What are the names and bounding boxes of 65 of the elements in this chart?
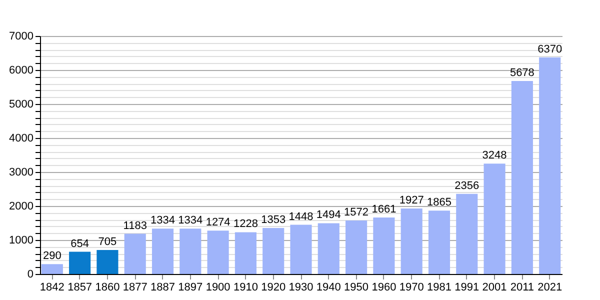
bar — [124, 234, 146, 274]
data-label: 1334 — [178, 214, 203, 227]
bar — [207, 230, 229, 274]
bar — [539, 57, 561, 274]
x-tick-label: 1887 — [150, 282, 175, 294]
data-label: 3248 — [482, 150, 507, 162]
x-tick-label: 1981 — [427, 282, 452, 294]
x-tick-label: 1970 — [399, 282, 424, 294]
x-tick-label: 2021 — [538, 282, 562, 294]
bar — [152, 228, 174, 274]
x-tick-label: 2011 — [510, 282, 534, 294]
y-tick-label: 0 — [27, 268, 34, 280]
bar — [456, 194, 478, 274]
data-label: 5678 — [510, 66, 534, 79]
bar — [234, 232, 256, 274]
bar — [290, 224, 312, 274]
data-label: 6370 — [538, 43, 562, 56]
x-tick-label: 1920 — [261, 282, 286, 294]
y-tick-label: 2000 — [9, 200, 34, 212]
x-tick-label: 1900 — [206, 282, 230, 294]
y-tick-label: 5000 — [9, 98, 34, 110]
y-tick-label: 4000 — [9, 132, 34, 144]
data-label: 1927 — [399, 194, 424, 206]
bar — [511, 80, 533, 274]
data-label: 1572 — [344, 206, 369, 219]
x-tick-label: 1860 — [95, 282, 120, 294]
bar — [484, 164, 506, 274]
data-label: 1228 — [233, 218, 258, 230]
x-tick-label: 1842 — [40, 282, 64, 294]
bar — [373, 218, 395, 274]
y-tick-label: 7000 — [9, 30, 34, 42]
y-tick-label: 1000 — [9, 234, 34, 246]
x-tick-label: 1950 — [344, 282, 369, 294]
bar — [346, 220, 368, 274]
data-label: 1494 — [316, 209, 341, 222]
data-label: 1353 — [261, 214, 286, 226]
x-tick-label: 1930 — [288, 282, 314, 294]
bar — [180, 228, 202, 274]
data-label: 1183 — [123, 220, 147, 232]
x-tick-label: 2001 — [482, 282, 507, 294]
bar — [96, 250, 118, 274]
y-tick-label: 6000 — [9, 64, 34, 76]
x-tick-label: 1940 — [316, 282, 341, 294]
x-tick-label: 1857 — [68, 282, 92, 294]
bar — [318, 223, 340, 274]
data-label: 290 — [42, 250, 62, 262]
x-tick-label: 1960 — [372, 282, 396, 294]
data-label: 1661 — [372, 204, 396, 216]
data-label: 1865 — [427, 196, 452, 209]
data-label: 1334 — [150, 214, 175, 227]
data-label: 654 — [70, 238, 89, 250]
bar — [400, 208, 422, 274]
x-tick-label: 1897 — [178, 282, 203, 294]
bar — [69, 252, 91, 274]
x-tick-label: 1910 — [233, 282, 258, 294]
data-label: 1274 — [206, 216, 230, 229]
y-tick-label: 3000 — [9, 166, 34, 178]
bar — [41, 264, 63, 274]
x-tick-label: 1991 — [454, 282, 480, 294]
data-label: 705 — [98, 236, 117, 248]
x-tick-label: 1877 — [122, 282, 148, 294]
bar — [262, 228, 284, 274]
data-label: 2356 — [454, 180, 480, 192]
bar — [428, 210, 450, 274]
data-label: 1448 — [288, 210, 314, 223]
